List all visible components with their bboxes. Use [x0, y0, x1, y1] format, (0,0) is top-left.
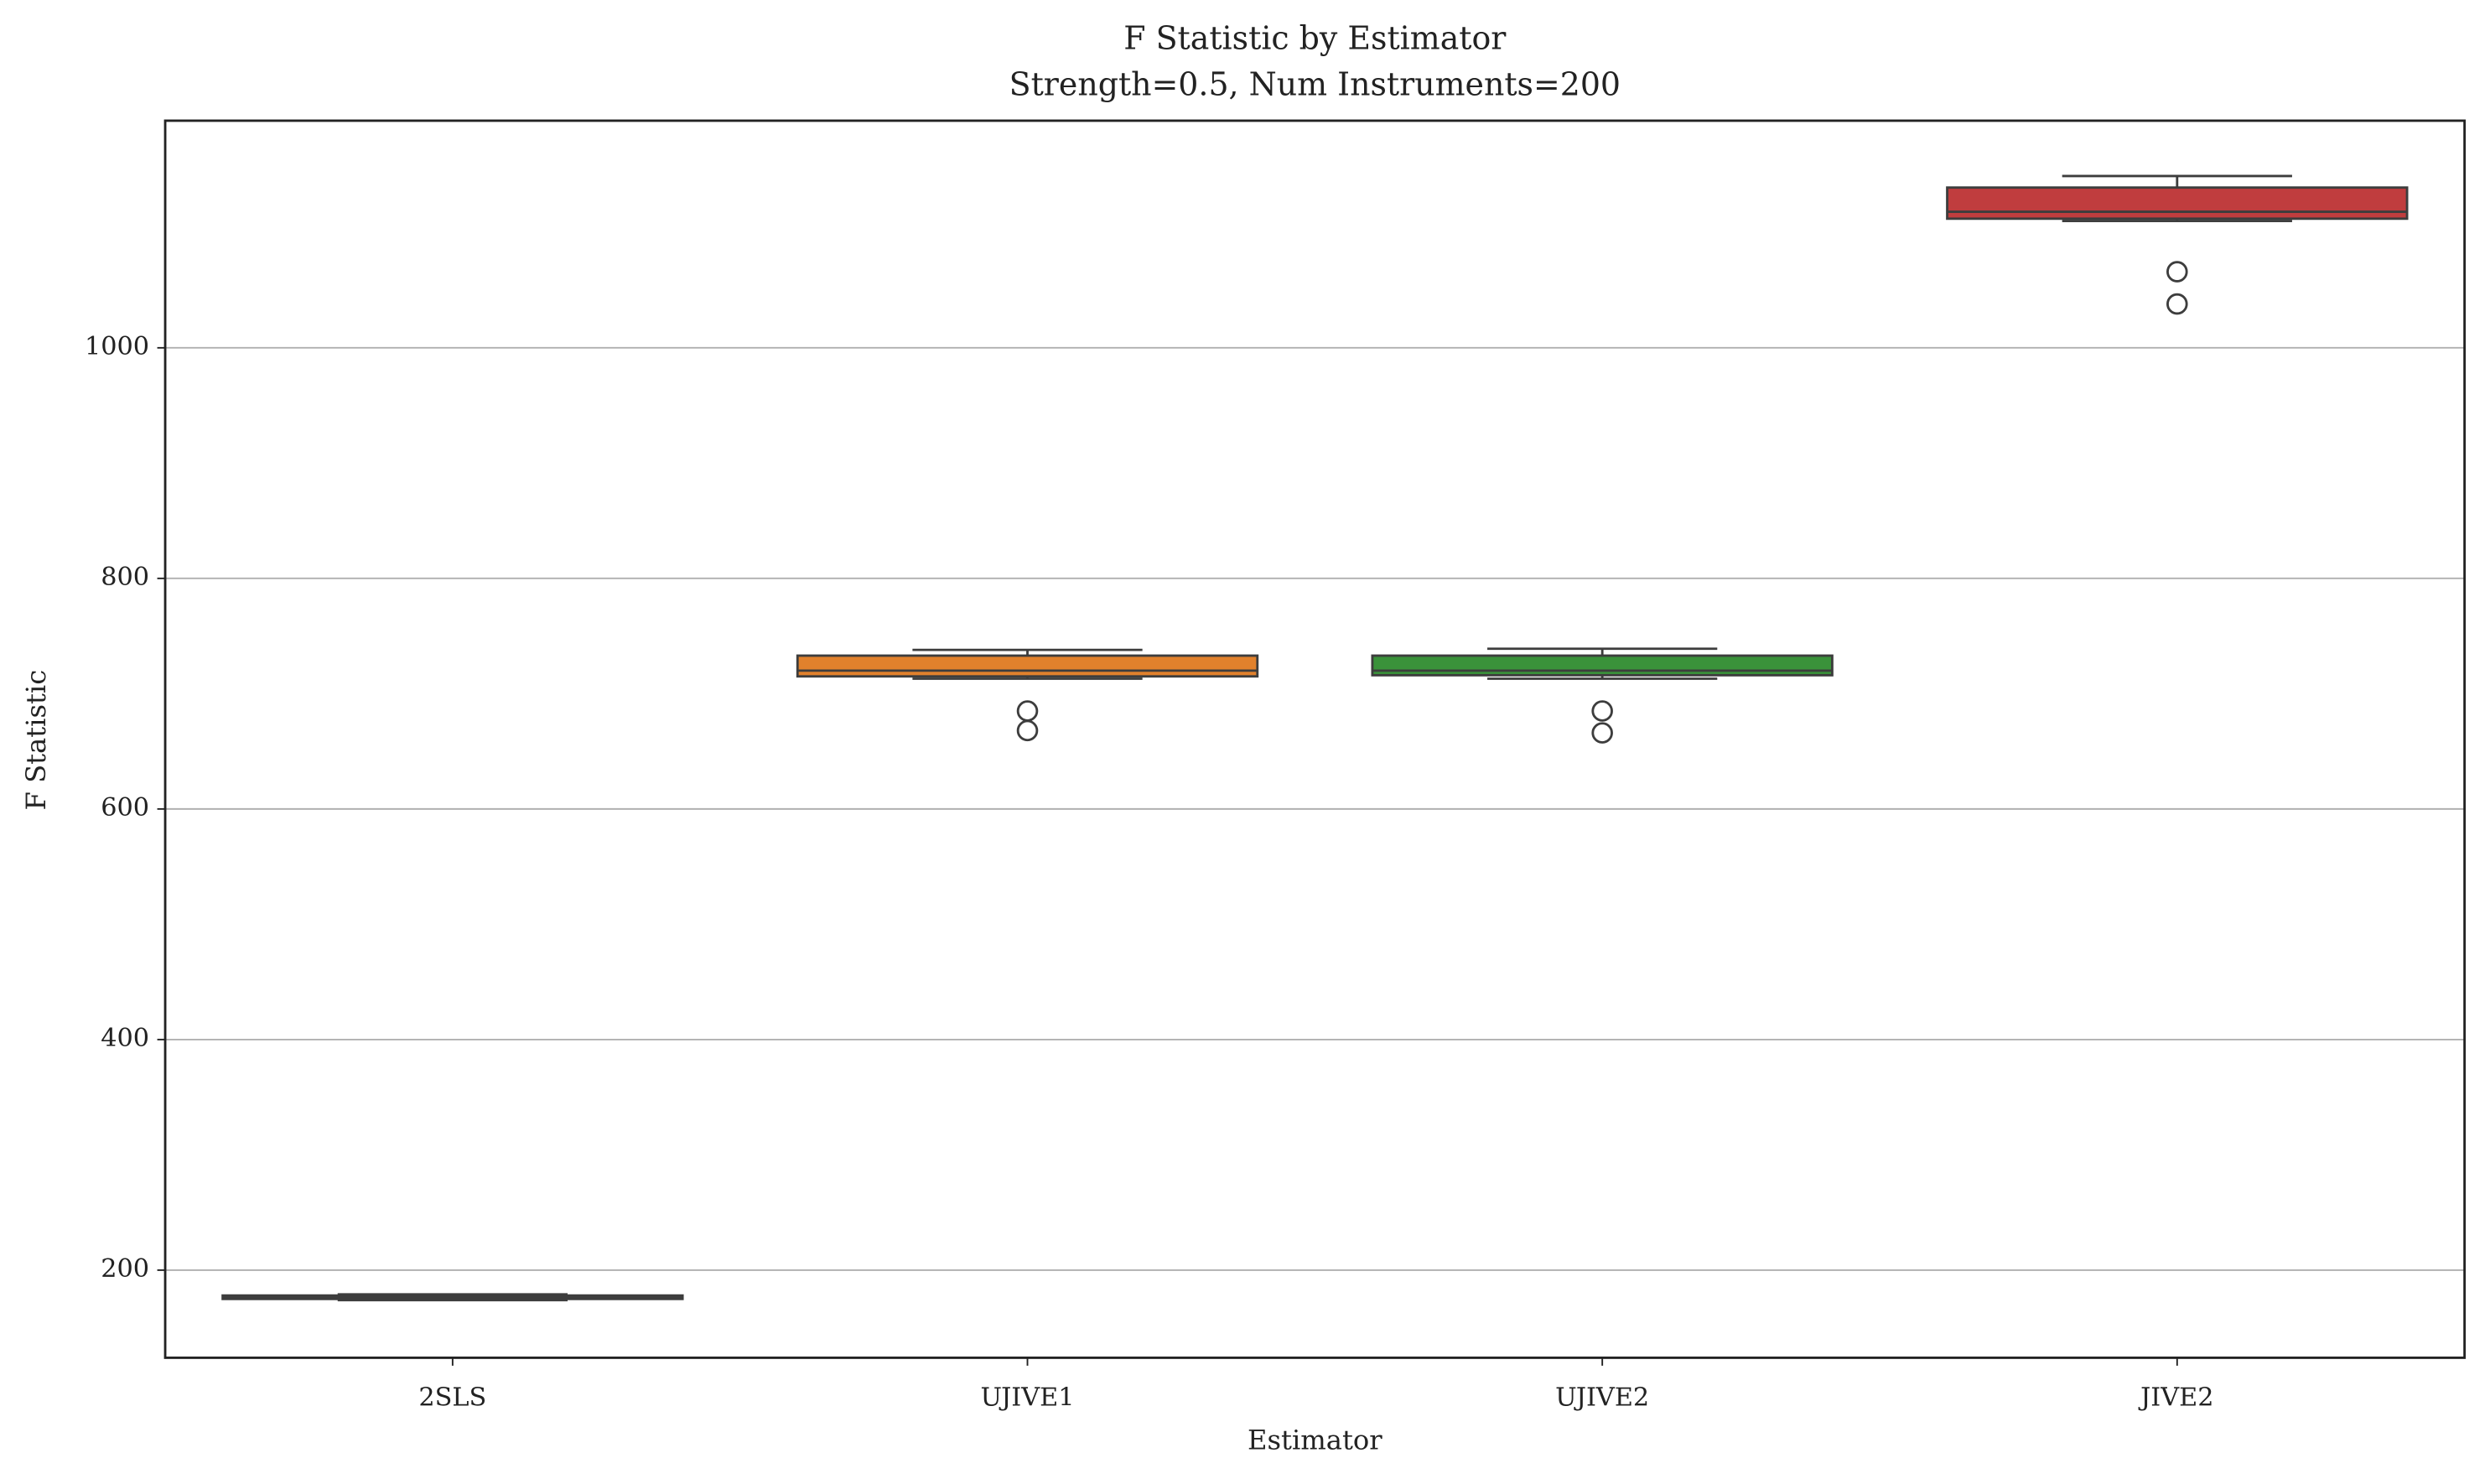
y-tick-label: 800	[101, 563, 149, 592]
x-tick-label: UJIVE1	[980, 1383, 1074, 1413]
outlier	[1016, 719, 1039, 742]
y-tick-label: 200	[101, 1254, 149, 1284]
x-tick-label: JIVE2	[2138, 1383, 2213, 1413]
outlier	[1591, 722, 1613, 744]
box	[1946, 186, 2409, 221]
x-tick-label: UJIVE2	[1555, 1383, 1649, 1413]
y-tick-label: 400	[101, 1024, 149, 1053]
chart-subtitle: Strength=0.5, Num Instruments=200	[1009, 66, 1621, 103]
x-axis-label: Estimator	[1248, 1424, 1382, 1455]
outlier	[1016, 700, 1039, 722]
y-tick-label: 600	[101, 793, 149, 822]
x-tick-label: 2SLS	[418, 1383, 486, 1413]
chart-title: F Statistic by Estimator	[1123, 20, 1507, 57]
outlier	[2166, 261, 2188, 283]
outlier	[1591, 700, 1613, 722]
y-axis-label: F Statistic	[20, 670, 52, 811]
box	[1371, 654, 1834, 677]
y-tick-label: 1000	[85, 332, 149, 361]
plot-frame	[163, 119, 2467, 1359]
box	[796, 654, 1259, 678]
outlier	[2166, 293, 2188, 315]
